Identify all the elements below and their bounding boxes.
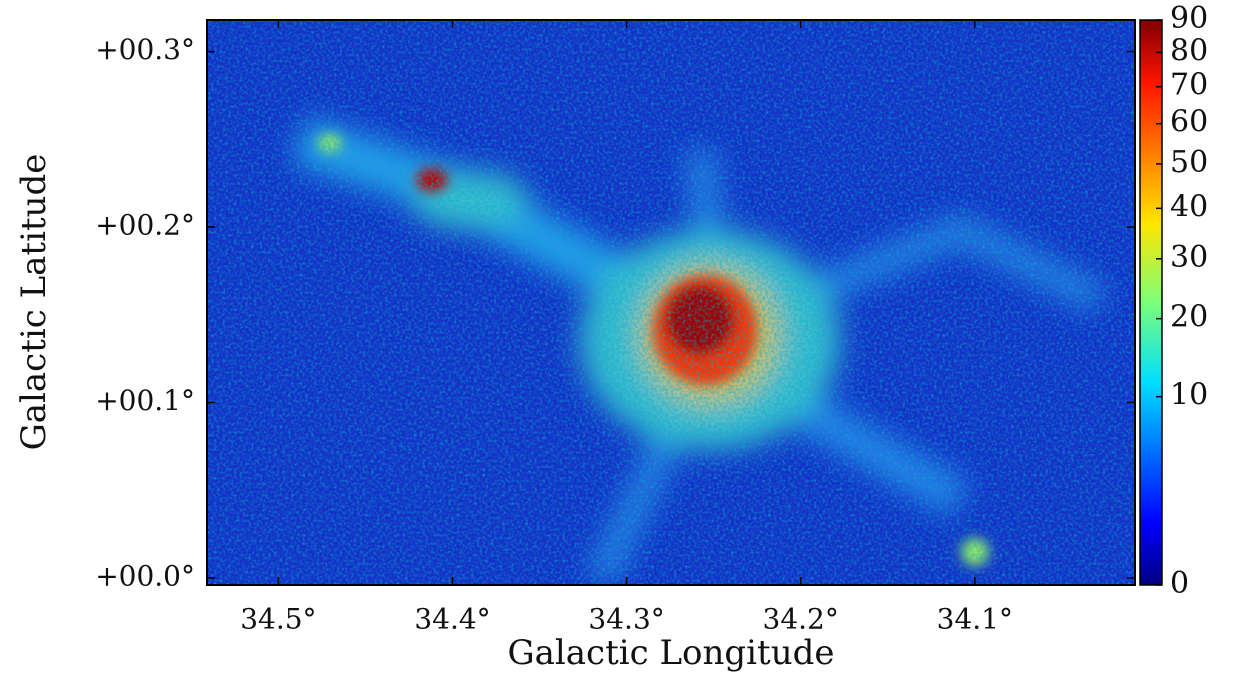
- y-tick-label: +00.0°: [95, 559, 195, 592]
- x-tick-label: 34.3°: [588, 603, 664, 636]
- plot-frame: [206, 19, 1136, 586]
- sky-image: [207, 20, 1135, 585]
- colorbar-tick-label: 0: [1170, 566, 1189, 601]
- x-tick-label: 34.5°: [240, 603, 316, 636]
- colorbar-tick-label: 90: [1170, 1, 1208, 36]
- y-tick-label: +00.3°: [95, 33, 195, 66]
- colorbar-tick-label: 10: [1170, 378, 1208, 413]
- colorbar-tick-label: 50: [1170, 145, 1208, 180]
- x-axis-label: Galactic Longitude: [507, 633, 834, 673]
- colorbar-tick-label: 70: [1170, 68, 1208, 103]
- x-tick-label: 34.1°: [937, 603, 1013, 636]
- colorbar-tick-label: 40: [1170, 189, 1208, 224]
- y-axis-label: Galactic Latitude: [14, 154, 54, 451]
- colorbar-tick-label: 30: [1170, 240, 1208, 275]
- colorbar: [1139, 19, 1163, 586]
- x-tick-label: 34.4°: [414, 603, 490, 636]
- y-tick-label: +00.2°: [95, 209, 195, 242]
- colorbar-tick-label: 60: [1170, 105, 1208, 140]
- y-tick-label: +00.1°: [95, 384, 195, 417]
- x-tick-label: 34.2°: [763, 603, 839, 636]
- colorbar-tick-label: 20: [1170, 300, 1208, 335]
- colorbar-tick-label: 80: [1170, 33, 1208, 68]
